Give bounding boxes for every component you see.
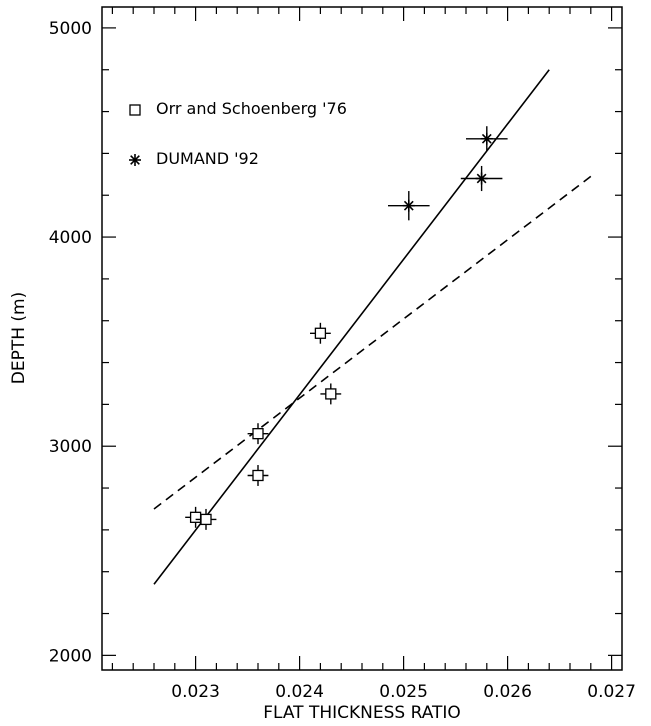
legend-label-orr: Orr and Schoenberg '76 xyxy=(156,99,347,118)
asterisk-marker xyxy=(402,199,415,212)
asterisk-marker xyxy=(480,132,493,145)
orr-data-point xyxy=(320,383,342,405)
y-tick-label: 5000 xyxy=(49,19,92,39)
asterisk-stroke xyxy=(130,155,140,165)
dashed-fit-line xyxy=(153,175,592,510)
x-tick-label: 0.027 xyxy=(587,682,636,702)
orr-data-point xyxy=(310,322,331,344)
y-tick-label: 2000 xyxy=(49,646,92,666)
asterisk-stroke xyxy=(403,200,414,211)
fit-lines xyxy=(153,69,592,585)
x-tick-label: 0.023 xyxy=(171,682,220,702)
y-axis-label: DEPTH (m) xyxy=(9,292,29,384)
x-axis-label: FLAT THICKNESS RATIO xyxy=(263,703,461,723)
x-tick-labels: 0.023 0.024 0.025 0.026 0.027 xyxy=(171,682,636,702)
legend: Orr and Schoenberg '76 DUMAND '92 xyxy=(129,99,347,168)
legend-square-marker xyxy=(129,104,141,116)
axis-ticks xyxy=(102,7,622,670)
y-tick-label: 3000 xyxy=(49,437,92,457)
x-tick-label: 0.024 xyxy=(275,682,324,702)
orr-data-point xyxy=(247,423,269,445)
legend-label-dumand: DUMAND '92 xyxy=(156,149,259,168)
solid-fit-line xyxy=(153,69,550,585)
legend-asterisk-marker xyxy=(129,154,141,166)
x-tick-label: 0.026 xyxy=(483,682,532,702)
square-marker xyxy=(252,469,264,482)
y-tick-label: 4000 xyxy=(49,228,92,248)
dumand-data-point xyxy=(466,126,508,152)
asterisk-marker xyxy=(475,172,488,185)
y-tick-labels: 2000 3000 4000 5000 xyxy=(49,19,92,666)
dumand-data-point xyxy=(460,165,503,192)
square-marker xyxy=(325,388,337,400)
dumand-data-point xyxy=(388,191,430,221)
asterisk-stroke xyxy=(481,133,492,144)
square-marker xyxy=(252,428,264,440)
square-marker xyxy=(314,327,327,339)
orr-data-point xyxy=(247,465,269,486)
orr-data-point xyxy=(195,508,217,530)
square-marker xyxy=(200,513,212,526)
square-marker xyxy=(189,511,202,523)
asterisk-stroke xyxy=(476,173,487,184)
x-tick-label: 0.025 xyxy=(379,682,428,702)
legend-asterisk xyxy=(129,154,141,166)
data-points xyxy=(185,126,508,530)
